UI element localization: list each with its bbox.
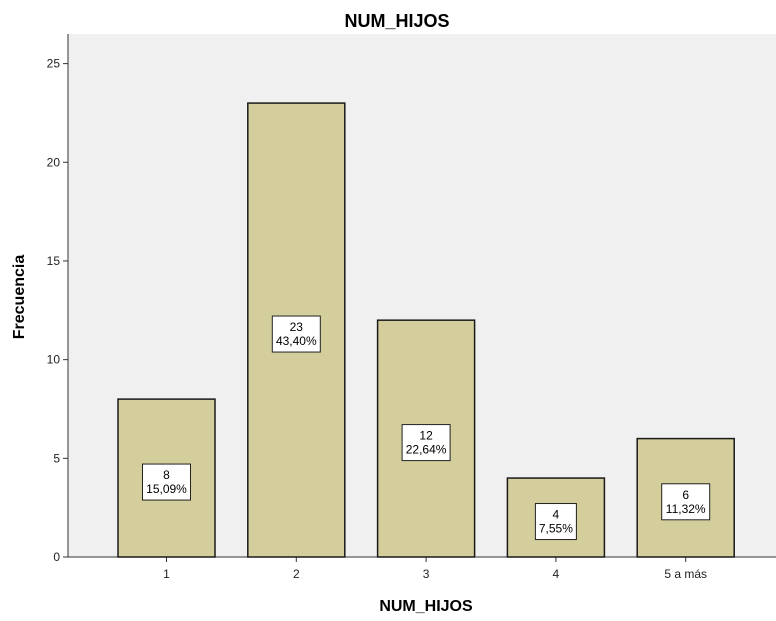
y-tick-label: 5 [53,451,60,465]
x-tick-label: 3 [423,567,430,581]
data-label: 611,32% [661,483,711,521]
x-tick-label: 1 [163,567,170,581]
data-label-percent: 11,32% [666,502,706,516]
data-label-count: 23 [290,320,304,334]
data-label-count: 8 [163,468,170,482]
data-label-box [534,503,577,541]
data-label-count: 12 [419,429,433,443]
y-axis: 0 5 10 15 20 25 [47,34,69,564]
data-label-box [401,424,451,462]
x-axis-title: NUM_HIJOS [379,598,473,615]
data-label-box [271,315,321,353]
data-label-percent: 7,55% [539,522,573,536]
data-label-count: 6 [682,488,689,502]
data-label-percent: 22,64% [406,443,447,457]
data-label-box [661,483,711,521]
data-label-percent: 43,40% [276,334,317,348]
data-label-box [142,463,191,501]
y-tick-label: 20 [47,155,61,169]
data-label: 815,09% [142,463,191,501]
y-axis-title: Frecuencia [11,255,28,340]
data-label-count: 4 [553,508,560,522]
y-tick-label: 25 [47,57,61,71]
x-tick-label: 2 [293,567,300,581]
x-tick-label: 5 a más [664,567,707,581]
data-label-percent: 15,09% [146,482,187,496]
data-label: 47,55% [534,503,577,541]
y-tick-label: 10 [47,353,61,367]
y-tick-label: 15 [47,254,61,268]
chart-title: NUM_HIJOS [344,11,449,31]
y-tick-label: 0 [53,550,60,564]
x-axis: 1 2 3 4 5 a más [68,556,776,581]
x-tick-label: 4 [553,567,560,581]
